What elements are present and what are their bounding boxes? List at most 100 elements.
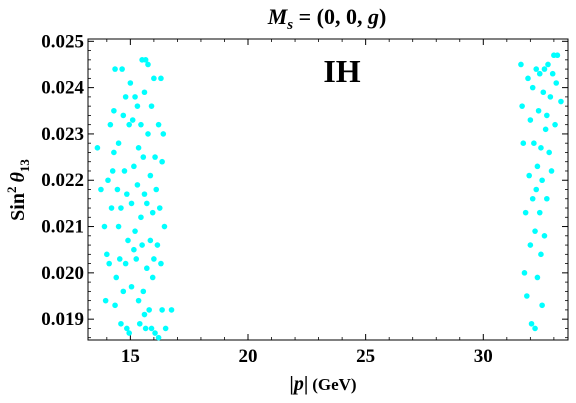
data-point — [128, 200, 135, 207]
data-point — [94, 145, 101, 151]
data-point — [142, 57, 149, 63]
data-point — [535, 107, 542, 114]
data-point — [558, 98, 564, 105]
x-label-unit: (GeV) — [312, 375, 356, 394]
data-point — [158, 75, 164, 82]
y-label-base: Sin — [7, 193, 29, 221]
data-point — [147, 172, 154, 179]
data-point — [120, 112, 127, 119]
data-point — [140, 288, 147, 295]
data-point — [133, 256, 140, 262]
y-label-variable: θ — [7, 172, 29, 183]
data-point — [107, 121, 114, 128]
data-point — [151, 75, 157, 82]
data-point — [539, 302, 545, 309]
data-point — [134, 182, 141, 188]
data-point — [141, 89, 148, 96]
data-point — [101, 223, 108, 230]
data-point — [542, 126, 549, 133]
data-point — [532, 228, 538, 234]
data-point — [154, 242, 161, 248]
data-point — [525, 75, 531, 82]
data-point — [520, 140, 527, 146]
data-point — [122, 94, 129, 100]
data-point — [529, 84, 536, 91]
title-close: ) — [379, 4, 386, 29]
y-tick-label: 0.020 — [41, 263, 84, 284]
data-point — [144, 200, 150, 207]
data-point — [552, 121, 558, 128]
data-point — [156, 205, 163, 211]
data-point — [121, 168, 128, 174]
data-point — [128, 283, 135, 290]
y-tick-label: 0.025 — [41, 31, 84, 52]
data-point — [134, 103, 141, 109]
data-point — [158, 260, 164, 267]
data-point — [106, 260, 112, 267]
x-label-bar-left: | — [289, 373, 293, 395]
data-point — [533, 66, 540, 72]
data-points — [94, 52, 564, 341]
data-point — [527, 242, 534, 248]
data-point — [161, 223, 168, 230]
data-point — [526, 172, 532, 179]
data-point — [126, 121, 132, 128]
data-point — [541, 66, 548, 72]
data-point — [536, 209, 543, 216]
data-point — [124, 325, 130, 332]
data-point — [534, 274, 541, 281]
x-tick-label: 15 — [121, 346, 140, 367]
title-equals: = (0, 0, — [293, 4, 368, 29]
data-point — [145, 131, 151, 137]
data-point — [518, 61, 524, 68]
data-point — [553, 80, 560, 86]
data-point — [131, 163, 137, 170]
data-point — [135, 145, 142, 151]
data-point — [524, 293, 530, 299]
data-point — [122, 260, 129, 267]
data-point — [544, 112, 550, 119]
data-point — [159, 158, 165, 165]
data-point — [109, 168, 116, 174]
data-point — [541, 233, 548, 239]
data-point — [145, 61, 151, 68]
title-variable: g — [367, 4, 379, 29]
data-point — [534, 163, 541, 170]
data-point — [149, 209, 156, 216]
data-point — [118, 205, 124, 211]
data-point — [160, 131, 167, 137]
data-point — [135, 297, 142, 304]
data-point — [138, 214, 144, 221]
data-point — [120, 288, 127, 295]
data-point — [116, 256, 123, 262]
data-point — [527, 117, 534, 123]
data-point — [531, 140, 537, 146]
data-point — [114, 186, 121, 193]
data-point — [528, 320, 535, 327]
chart-title: Ms = (0, 0, g) — [267, 4, 387, 33]
data-point — [538, 251, 544, 258]
data-point — [529, 195, 536, 202]
data-point — [118, 320, 124, 327]
data-point — [159, 307, 165, 313]
data-point — [131, 246, 137, 253]
data-point — [151, 256, 157, 262]
x-axis-label: |p| (GeV) — [289, 373, 356, 395]
x-tick-label: 25 — [356, 346, 375, 367]
annotation-ih: IH — [323, 53, 360, 89]
y-tick-label: 0.021 — [41, 217, 84, 238]
data-point — [149, 274, 156, 281]
y-axis-label: Sin2 θ13 — [4, 159, 32, 221]
y-tick-label: 0.024 — [41, 78, 84, 99]
data-point — [132, 94, 138, 100]
data-point — [147, 237, 154, 244]
data-point — [519, 103, 525, 109]
data-point — [141, 311, 148, 318]
data-point — [141, 191, 148, 197]
data-point — [148, 325, 155, 332]
data-point — [545, 61, 551, 68]
data-point — [538, 145, 544, 151]
data-point — [554, 52, 561, 59]
data-point — [139, 242, 145, 248]
axes: 15 20 25 30 0.019 0.020 0.021 0.022 0.023 0.024 0.… — [41, 31, 568, 367]
